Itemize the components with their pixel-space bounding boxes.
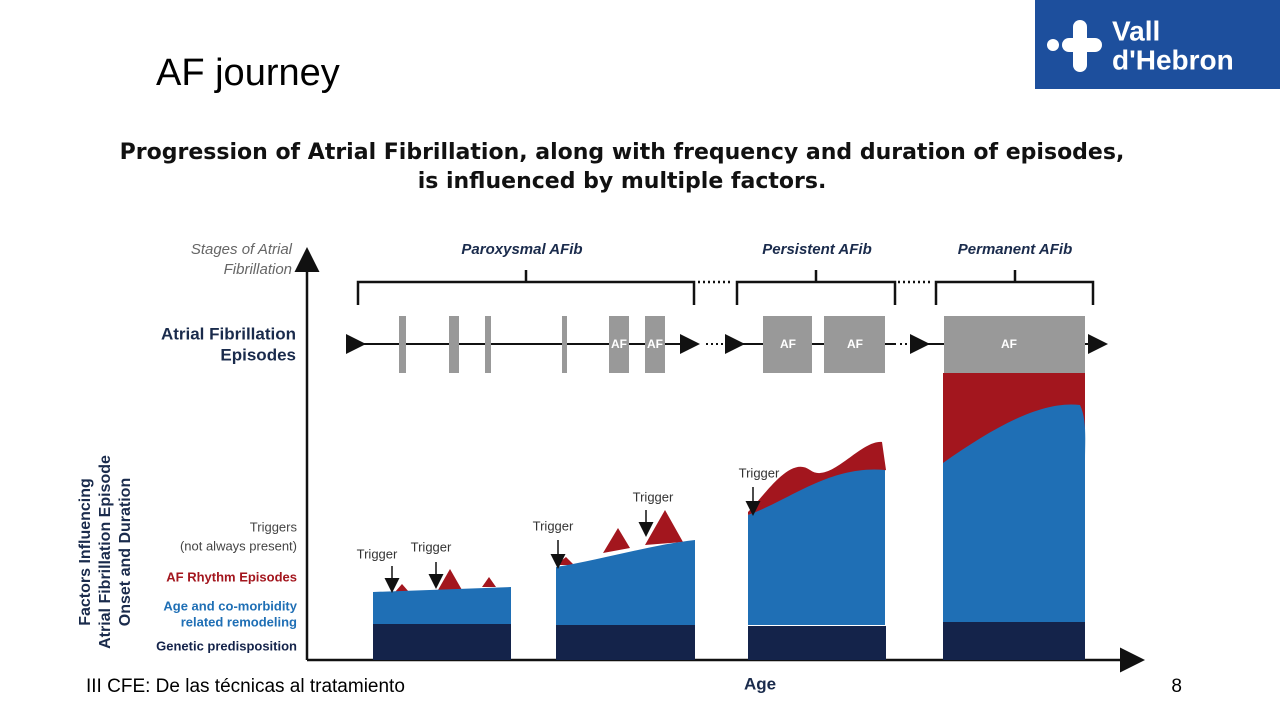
- factors-axis-label: Factors Influencing: [77, 478, 94, 626]
- stages-label: Stages of Atrial: [191, 241, 293, 258]
- stage-label: Paroxysmal AFib: [461, 241, 582, 258]
- factor-label: Genetic predisposition: [156, 638, 297, 653]
- trigger-label: Trigger: [411, 539, 452, 554]
- trigger-label: Trigger: [533, 518, 574, 533]
- slide-title: AF journey: [156, 52, 340, 94]
- episode-label: AF: [847, 337, 863, 351]
- episode-bars: [399, 316, 1085, 373]
- factors-axis-label: Atrial Fibrillation Episode: [97, 455, 114, 649]
- factor-label: related remodeling: [181, 614, 297, 629]
- x-axis-label: Age: [744, 674, 776, 693]
- page-number: 8: [1171, 676, 1182, 697]
- footer-text: III CFE: De las técnicas al tratamiento: [86, 676, 405, 697]
- logo-text: Vall: [1112, 15, 1160, 46]
- episode-label: AF: [611, 337, 627, 351]
- episodes-label: Episodes: [220, 345, 296, 364]
- episodes-label: Atrial Fibrillation: [161, 324, 296, 343]
- factor-label: AF Rhythm Episodes: [166, 569, 297, 584]
- episode-label: AF: [1001, 337, 1017, 351]
- stage-label: Permanent AFib: [958, 241, 1072, 258]
- diagram-title: Progression of Atrial Fibrillation, alon…: [120, 140, 1125, 165]
- stage-brackets: [356, 270, 1095, 305]
- factors-axis-label: Onset and Duration: [117, 478, 134, 626]
- diagram-title: is influenced by multiple factors.: [418, 169, 827, 194]
- logo-icon: [1047, 20, 1102, 72]
- trigger-arrows: [384, 487, 761, 593]
- episode-label: AF: [780, 337, 796, 351]
- logo-text: d'Hebron: [1112, 44, 1234, 75]
- remodeling-shapes: [373, 404, 1086, 625]
- factor-label: Age and co-morbidity: [163, 598, 297, 613]
- factor-label: (not always present): [180, 538, 297, 553]
- episode-label: AF: [647, 337, 663, 351]
- trigger-label: Trigger: [357, 546, 398, 561]
- stage-label: Persistent AFib: [762, 241, 871, 258]
- genetic-shapes: [373, 622, 1085, 660]
- factor-label: Triggers: [250, 519, 298, 534]
- trigger-label: Trigger: [739, 465, 780, 480]
- stages-label: Fibrillation: [224, 261, 292, 278]
- trigger-label: Trigger: [633, 489, 674, 504]
